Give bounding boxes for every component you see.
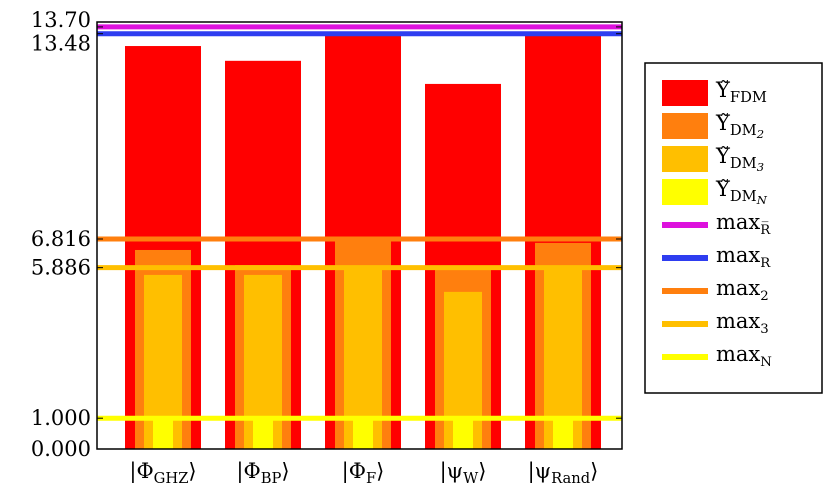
legend-label-part: N [756,193,768,207]
x-tick-label-part: Rand [551,470,590,487]
legend-label-part: 3 [760,322,768,337]
legend-label-part: 2 [760,289,768,304]
legend-label-part: max [716,342,760,366]
x-tick-label: |ΦGHZ⟩ [129,459,196,487]
y-tick-label: 1.000 [31,406,91,430]
legend-label-part: N [760,355,772,370]
legend-label-part: R [760,256,771,271]
x-tick-label-part: ⟩ [590,459,598,483]
x-tick-label: |ψRand⟩ [528,459,599,487]
legend-label-part: FDM [730,89,767,106]
legend-label: maxR̅ [716,210,771,238]
bar [453,418,473,449]
x-tick-label-part: |Φ [342,459,366,484]
legend-label-part: 2 [756,127,764,141]
legend-label-part: max [716,309,760,333]
legend-swatch [662,288,708,294]
x-tick-label: |ΦF⟩ [342,459,385,487]
legend-label-part: DM [730,122,757,139]
x-tick-label-part: |ψ [528,459,552,484]
legend-label-part: max [716,276,760,300]
x-tick-label-part: ⟩ [478,459,486,483]
legend-swatch [662,113,708,139]
x-tick-label-part: ⟩ [281,459,289,483]
bar [353,418,373,449]
legend-label: maxN [716,342,772,370]
x-tick-label-part: |Φ [129,459,153,484]
legend-swatch [662,255,708,261]
x-tick-label: |ΦBP⟩ [236,459,289,487]
legend-label-part: 3 [757,160,764,174]
legend-label: max2 [716,276,769,304]
legend-label-part: max [716,243,760,267]
legend-swatch [662,146,708,172]
legend-label: max3 [716,309,769,337]
plot-frame [96,21,623,450]
x-tick-label: |ψW⟩ [440,459,487,487]
bar [553,418,573,449]
x-tick-label-part: |Φ [236,459,260,484]
legend-label-part: max [716,210,760,234]
legend-label: Υ̃DMN [715,177,768,207]
legend-swatch [662,222,708,228]
legend-swatch [662,80,708,106]
legend-label-part: Υ̃ [715,78,731,102]
x-tick-label-part: |ψ [440,459,464,484]
legend-swatch [662,354,708,360]
legend-label-part: R̅ [760,222,771,238]
legend-label-part: Υ̃ [715,144,731,168]
x-tick-label-part: ⟩ [188,459,196,483]
x-tick-label-part: BP [261,470,282,487]
legend-label: Υ̃DM2 [715,111,764,141]
legend-label-part: DM [730,155,757,172]
legend-label: maxR [716,243,771,271]
legend-swatch [662,179,708,205]
legend-label: Υ̃FDM [715,78,767,106]
legend-swatch [662,321,708,327]
bar [253,418,273,449]
y-tick-label: 0.000 [31,437,91,461]
y-tick-label: 6.816 [31,227,91,251]
y-tick-label: 13.48 [31,32,91,56]
x-tick-label-part: F [366,470,376,487]
legend-label-part: DM [730,188,757,205]
y-tick-label: 5.886 [31,256,91,280]
x-tick-label-part: GHZ [154,470,189,487]
y-tick-label: 13.70 [31,8,91,32]
bar [153,418,173,449]
legend-label-part: Υ̃ [715,111,731,135]
legend-label: Υ̃DM3 [715,144,764,174]
x-tick-label-part: W [463,470,479,487]
legend-label-part: Υ̃ [715,177,731,201]
x-tick-label-part: ⟩ [376,459,384,483]
